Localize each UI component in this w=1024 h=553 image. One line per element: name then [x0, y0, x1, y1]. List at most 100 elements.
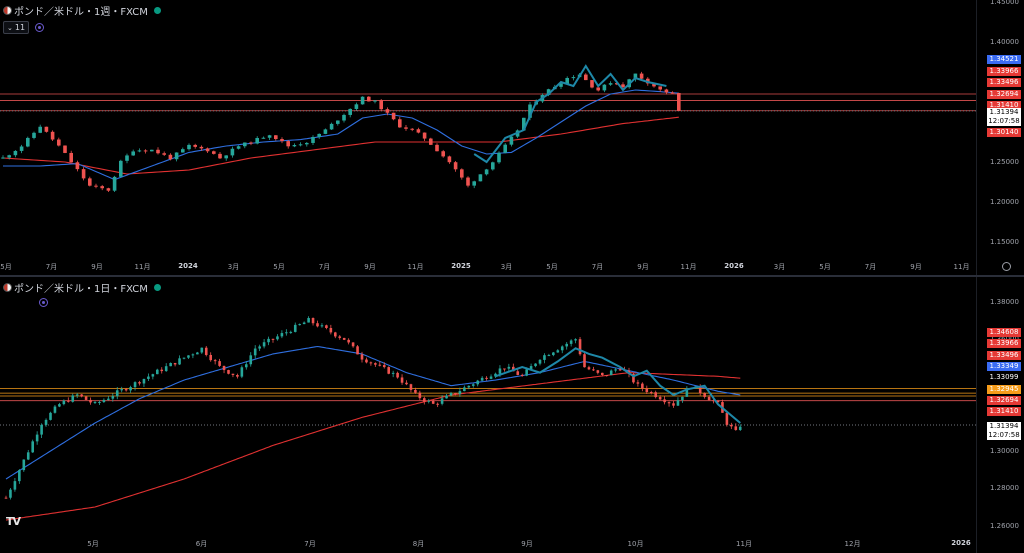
candle-body[interactable] [129, 387, 132, 391]
candle-body[interactable] [365, 359, 368, 363]
candle-body[interactable] [649, 391, 653, 393]
candle-body[interactable] [489, 376, 493, 379]
candle-body[interactable] [93, 402, 97, 404]
candle-body[interactable] [716, 400, 720, 403]
candle-body[interactable] [88, 178, 92, 186]
candle-body[interactable] [356, 346, 359, 355]
candle-body[interactable] [224, 155, 228, 159]
candle-body[interactable] [191, 354, 195, 356]
candle-body[interactable] [160, 369, 164, 372]
candle-body[interactable] [409, 384, 413, 390]
candle-body[interactable] [31, 441, 34, 453]
symbol-title[interactable]: ポンド／米ドル・1週・FXCM [14, 6, 148, 18]
candle-body[interactable] [658, 86, 662, 90]
candle-body[interactable] [427, 400, 431, 402]
candle-body[interactable] [378, 364, 382, 366]
candle-body[interactable] [698, 386, 702, 394]
candle-body[interactable] [267, 338, 270, 343]
candle-body[interactable] [472, 181, 476, 186]
candle-body[interactable] [19, 146, 24, 151]
candle-body[interactable] [240, 367, 244, 377]
candle-body[interactable] [133, 382, 137, 388]
candle-body[interactable] [111, 396, 115, 399]
candle-body[interactable] [471, 384, 475, 386]
daily-price-plot[interactable] [0, 277, 976, 553]
candle-body[interactable] [84, 396, 88, 400]
candle-body[interactable] [587, 367, 591, 370]
candle-body[interactable] [431, 400, 435, 404]
fast-moving-average-line[interactable] [3, 89, 679, 181]
candle-body[interactable] [590, 80, 594, 88]
candle-body[interactable] [347, 339, 350, 343]
candle-body[interactable] [4, 497, 8, 499]
candle-body[interactable] [405, 382, 408, 385]
price-level-tag[interactable]: 1.33966 [987, 339, 1021, 349]
weekly-price-plot[interactable] [0, 0, 976, 276]
candle-body[interactable] [546, 89, 551, 96]
candle-body[interactable] [9, 489, 12, 498]
candle-body[interactable] [213, 360, 217, 362]
candle-body[interactable] [578, 339, 582, 355]
candle-body[interactable] [641, 383, 644, 389]
candle-body[interactable] [67, 400, 70, 402]
candle-body[interactable] [491, 162, 495, 170]
price-level-tag[interactable]: 1.34521 [987, 55, 1021, 64]
price-level-tag[interactable]: 1.33496 [987, 350, 1021, 360]
slow-moving-average-line[interactable] [5, 372, 741, 521]
candle-body[interactable] [391, 112, 396, 120]
candle-body[interactable] [329, 328, 333, 333]
candle-body[interactable] [212, 151, 216, 154]
indicator-collapse-button[interactable]: ⌄ 11 [3, 21, 30, 34]
candle-body[interactable] [738, 426, 742, 430]
candle-body[interactable] [685, 388, 689, 397]
candle-body[interactable] [325, 325, 328, 329]
candle-body[interactable] [529, 366, 533, 370]
candle-body[interactable] [658, 397, 662, 400]
candle-body[interactable] [307, 318, 310, 323]
candle-body[interactable] [69, 152, 73, 163]
price-level-tag[interactable]: 1.34608 [987, 328, 1021, 337]
weekly-chart-pane[interactable]: ポンド／米ドル・1週・FXCM ⌄ 11 1.450001.400001.350… [0, 0, 1024, 276]
candle-body[interactable] [222, 365, 226, 371]
candle-body[interactable] [7, 155, 11, 158]
price-level-tag[interactable]: 1.33349 [987, 361, 1021, 371]
candle-body[interactable] [75, 394, 79, 396]
candle-body[interactable] [525, 369, 528, 376]
candle-body[interactable] [441, 151, 445, 157]
candle-body[interactable] [187, 355, 190, 358]
candle-body[interactable] [663, 399, 666, 403]
candle-body[interactable] [348, 108, 352, 115]
candle-body[interactable] [22, 459, 26, 471]
candle-body[interactable] [608, 83, 613, 85]
candle-body[interactable] [181, 149, 185, 153]
candle-body[interactable] [131, 151, 135, 156]
candle-body[interactable] [311, 136, 315, 143]
candle-body[interactable] [592, 369, 595, 371]
candle-body[interactable] [725, 412, 729, 425]
candle-body[interactable] [632, 373, 635, 383]
candle-body[interactable] [672, 403, 675, 406]
candle-body[interactable] [440, 398, 444, 404]
candle-body[interactable] [236, 374, 239, 377]
candle-body[interactable] [218, 361, 221, 366]
daily-chart-pane[interactable]: ポンド／米ドル・1日・FXCM 1.380001.360001.340001.3… [0, 277, 1024, 553]
candle-body[interactable] [538, 359, 542, 364]
candle-body[interactable] [494, 373, 497, 377]
candle-body[interactable] [543, 355, 546, 360]
zigzag-line[interactable] [473, 64, 667, 164]
candle-body[interactable] [351, 342, 355, 347]
settings-gear-icon[interactable] [1002, 262, 1011, 271]
candle-body[interactable] [522, 117, 526, 131]
candle-body[interactable] [38, 126, 42, 133]
candle-body[interactable] [565, 77, 569, 84]
candle-body[interactable] [71, 395, 75, 402]
pane-separator[interactable] [0, 275, 1024, 277]
candle-body[interactable] [460, 169, 464, 178]
candle-body[interactable] [334, 332, 337, 337]
candle-body[interactable] [528, 104, 532, 118]
candle-body[interactable] [200, 347, 204, 353]
candle-body[interactable] [81, 169, 86, 179]
candle-body[interactable] [418, 392, 422, 399]
candle-body[interactable] [44, 419, 48, 425]
candle-body[interactable] [58, 404, 61, 407]
